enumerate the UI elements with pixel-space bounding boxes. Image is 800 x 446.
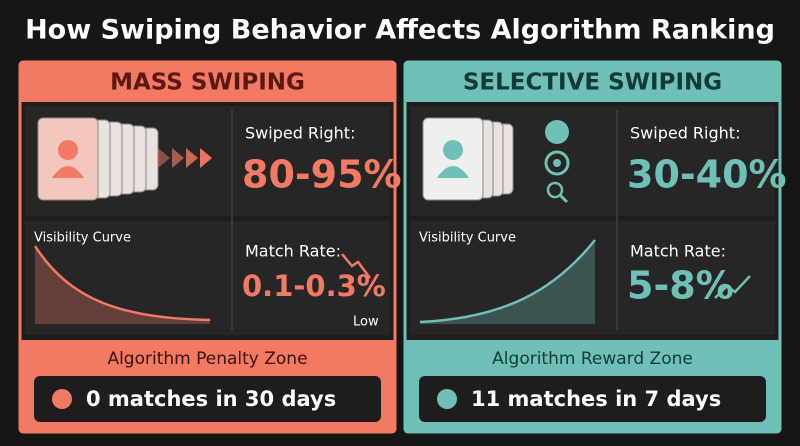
curve-label: Visibility Curve [34,231,131,246]
match-value: 5-8% [627,264,734,308]
title: How Swiping Behavior Affects Algorithm R… [25,15,775,46]
visibility-curve [33,245,211,322]
section [25,221,390,335]
curve-area [420,240,595,324]
swiped-value: 80-95% [242,153,402,197]
panel-header [20,62,395,102]
match-label: Match Rate: [630,242,726,261]
avatar-icon [437,166,469,178]
curve-label: Visibility Curve [419,231,516,246]
search-icon [558,193,569,204]
result-dot [437,389,457,409]
panel-heading: MASS SWIPING [110,70,305,96]
chevron-icon [158,148,170,168]
panel-header [405,62,780,102]
swiped-label: Swiped Right: [630,124,740,143]
avatar-icon [443,140,463,160]
match-value: 0.1-0.3% [242,269,386,303]
match-note: Low [353,315,379,330]
match-label: Match Rate: [245,242,341,261]
avatar-icon [52,166,84,178]
trend-arrow [341,253,371,279]
result-pill [34,376,381,422]
target-icon [544,150,570,176]
zone-label: Algorithm Penalty Zone [107,349,307,369]
chevron-icon [200,148,212,168]
zone-label: Algorithm Reward Zone [492,349,693,369]
chevron-icon [186,148,198,168]
panel: SELECTIVE SWIPING Swiped Right: 30-40% Visi… [403,60,787,434]
result-text: 0 matches in 30 days [86,387,336,411]
chevron-icon [172,148,184,168]
swiped-label: Swiped Right: [245,124,355,143]
panel-heading: SELECTIVE SWIPING [463,70,722,96]
panel: MASS SWIPING Swiped Right: 80-95% Visibilit… [18,60,402,434]
curve-area [35,246,210,324]
result-text: 11 matches in 7 days [471,387,721,411]
result-dot [52,389,72,409]
trend-arrow [714,275,751,299]
avatar-icon [58,140,78,160]
visibility-curve [419,239,596,324]
target-icon [553,159,561,167]
result-pill [419,376,766,422]
pause-icon [545,120,569,144]
search-icon [546,181,564,199]
swiped-value: 30-40% [627,153,787,197]
